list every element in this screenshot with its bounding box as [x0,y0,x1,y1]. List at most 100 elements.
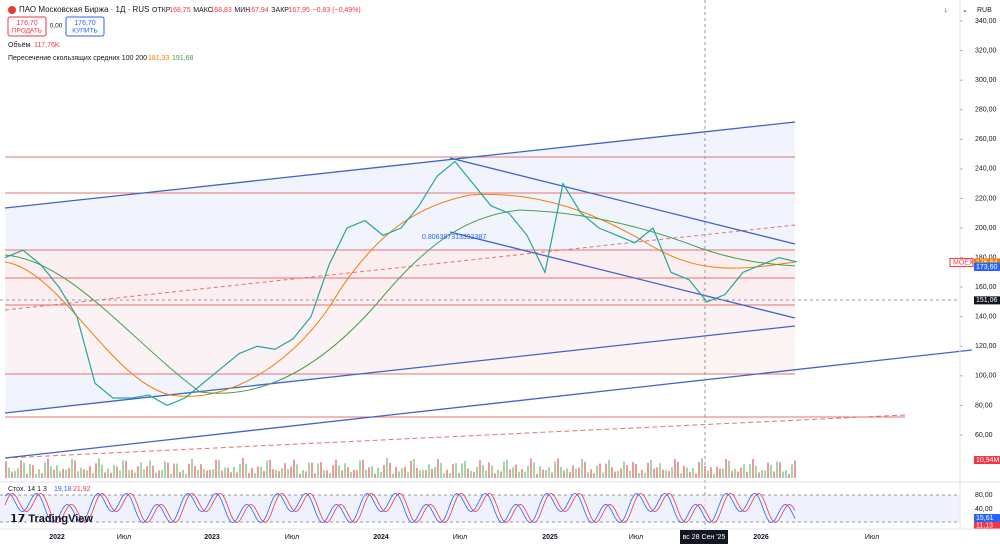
spread: 0,00 [50,23,63,30]
volume-bar [455,463,457,478]
price-label-bg [974,296,1000,305]
volume-bar [368,467,370,478]
volume-bar [149,460,151,478]
volume-bar [482,465,484,478]
buy-button[interactable] [65,16,105,37]
volume-bar [728,460,730,478]
volume-bar [650,460,652,478]
volume-bar [467,468,469,478]
volume-bar [182,469,184,478]
volume-bar [536,473,538,478]
volume-bar [152,465,154,478]
volume-bar [239,464,241,478]
volume-bar [29,464,31,478]
buy-price[interactable]: 176,70 [74,20,96,27]
sell-label[interactable]: ПРОДАТЬ [12,28,42,35]
volume-bar [233,467,235,478]
volume-bar [53,469,55,478]
volume-bar [125,460,127,478]
volume-bar [695,473,697,478]
currency[interactable]: RUB [977,7,992,14]
volume-bar [269,459,271,478]
price-line [4,160,798,407]
volume-bar [494,473,496,478]
volume-bar [215,459,217,478]
volume-bar [473,471,475,478]
volume-bar [527,465,529,478]
price-axis: 340,00 320,00 300,00 280,00 260,00 240,00 220,… [949,18,1000,464]
volume-bar [791,464,793,478]
volume-bar [167,462,169,478]
time-tick-label: 2026 [753,534,769,541]
volume-bar [746,471,748,478]
volume-bar [662,469,664,478]
volume-bar [293,459,295,478]
sell-price[interactable]: 176,70 [16,20,38,27]
volume-bar [431,468,433,478]
volume-bar [227,467,229,478]
volume-bar [671,467,673,478]
volume-bar [524,471,526,478]
price-tick-label: 260,00 [975,136,997,143]
buy-label[interactable]: КУПИТЬ [72,28,98,35]
volume-bar [551,472,553,478]
volume-bar [380,471,382,478]
volume-bar [515,464,517,478]
stoch-last-bg [974,514,1000,522]
volume-bar [20,460,22,478]
volume-bar [584,461,586,478]
volume-bar [554,461,556,478]
volume-bar [488,462,490,478]
time-tick-label: Июл [285,534,299,541]
volume-bar [329,472,331,478]
volume-bar [302,470,304,478]
price-label: 173,60 [976,264,998,271]
volume-bar [104,472,106,478]
volume-bar [734,468,736,478]
volume-bar [539,466,541,478]
ohlc-label: ЗАКР [271,7,289,14]
volume-bar [92,472,94,478]
volume-bar [224,467,226,478]
volume-bar [764,470,766,478]
volume-bar [218,459,220,478]
sell-button[interactable] [7,16,47,37]
volume-bar [596,465,598,478]
volume-bar [614,471,616,478]
time-tick-label: Июл [453,534,467,541]
stoch-last-bg [974,522,1000,529]
volume-bar [374,473,376,478]
volume-bar [413,459,415,478]
volume-bar [638,473,640,478]
volume-bar [404,466,406,478]
volume-bar [80,467,82,478]
ohlc-value: 167,95 [289,7,311,14]
tradingview-logo[interactable]: 𝟭𝟳 TradingView [10,513,93,525]
volume-bar [392,473,394,478]
volume-bar [194,465,196,478]
time-axis: 2022 Июл 2023 Июл 2024 Июл 2025 Июл 2026 Июл [49,534,879,541]
volume-bar [308,462,310,478]
volume-bar [5,461,7,478]
menu-icon[interactable]: ⌄ [962,7,968,14]
volume-bar [377,468,379,478]
volume-bar [428,464,430,478]
volume-bar [101,464,103,478]
ma-value: 191,68 [172,55,194,62]
price-tick-label: 160,00 [975,284,997,291]
volume-bar [326,470,328,478]
volume-bar [128,470,130,478]
scroll-icon[interactable]: ↓ [944,7,948,14]
volume-bar [587,472,589,478]
time-tick-label: 2022 [49,534,65,541]
volume-bar [557,458,559,478]
trendline [4,349,973,459]
volume-bar [581,458,583,478]
volume-bar [137,466,139,478]
volume-bar [386,458,388,478]
volume-bar [713,473,715,478]
volume-bar [503,461,505,478]
volume-bar [470,470,472,478]
volume-bar [179,472,181,478]
